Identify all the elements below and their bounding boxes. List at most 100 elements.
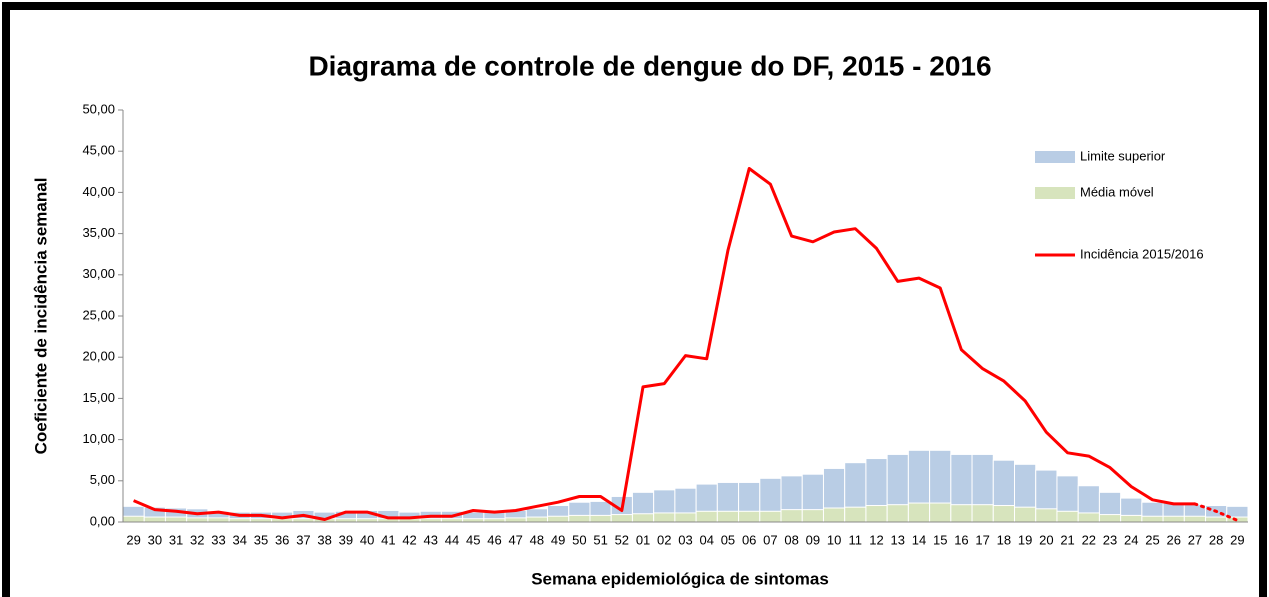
x-tick-label: 22: [1082, 532, 1096, 547]
x-tick-label: 34: [233, 532, 247, 547]
x-tick-label: 16: [954, 532, 968, 547]
x-tick-label: 45: [466, 532, 480, 547]
x-tick-label: 49: [551, 532, 565, 547]
bar: [1077, 512, 1100, 523]
bar: [1205, 516, 1228, 523]
chart-title: Diagrama de controle de dengue do DF, 20…: [308, 50, 991, 81]
bar: [568, 514, 591, 523]
x-tick-label: 12: [869, 532, 883, 547]
bar: [186, 517, 209, 523]
legend-swatch: [1035, 151, 1075, 163]
x-tick-label: 28: [1209, 532, 1223, 547]
y-tick-label: 0,00: [90, 513, 115, 528]
line-series: [1193, 502, 1239, 522]
y-tick-label: 5,00: [90, 472, 115, 487]
bar: [1183, 515, 1207, 523]
bar: [907, 502, 931, 523]
x-tick-label: 51: [593, 532, 607, 547]
bar: [1035, 508, 1058, 523]
x-axis-title: Semana epidemiológica de sintomas: [531, 569, 829, 588]
x-tick-label: 27: [1188, 532, 1202, 547]
y-tick-label: 40,00: [82, 184, 115, 199]
x-tick-label: 44: [445, 532, 459, 547]
x-tick-label: 17: [975, 532, 989, 547]
bar: [844, 506, 867, 523]
bar: [504, 517, 527, 523]
x-tick-label: 48: [530, 532, 544, 547]
legend-label: Limite superior: [1080, 148, 1166, 163]
bar: [164, 516, 188, 523]
y-tick-label: 20,00: [82, 349, 115, 364]
x-tick-label: 02: [657, 532, 671, 547]
bar: [143, 516, 166, 523]
x-tick-label: 03: [678, 532, 692, 547]
x-tick-label: 04: [699, 532, 713, 547]
x-tick-label: 41: [381, 532, 395, 547]
bar: [716, 510, 740, 523]
x-tick-label: 26: [1166, 532, 1180, 547]
x-tick-label: 33: [211, 532, 225, 547]
bar: [547, 515, 570, 523]
y-tick-label: 45,00: [82, 143, 115, 158]
bar: [1162, 515, 1185, 523]
y-tick-label: 30,00: [82, 266, 115, 281]
x-tick-label: 29: [126, 532, 140, 547]
y-tick-label: 10,00: [82, 431, 115, 446]
bar: [1014, 506, 1037, 523]
x-tick-label: 08: [784, 532, 798, 547]
bar: [822, 507, 846, 523]
x-tick-label: 13: [891, 532, 905, 547]
bar: [950, 504, 973, 523]
x-tick-label: 46: [487, 532, 501, 547]
x-tick-label: 39: [339, 532, 353, 547]
bar: [801, 509, 824, 523]
bar: [631, 513, 655, 523]
x-tick-label: 29: [1230, 532, 1244, 547]
bar: [207, 517, 230, 523]
bar: [653, 512, 676, 523]
bar: [589, 514, 612, 523]
x-tick-label: 30: [148, 532, 162, 547]
x-tick-label: 01: [636, 532, 650, 547]
legend-label: Incidência 2015/2016: [1080, 246, 1204, 261]
y-tick-label: 25,00: [82, 307, 115, 322]
legend-label: Média móvel: [1080, 184, 1154, 199]
x-tick-label: 21: [1060, 532, 1074, 547]
x-tick-label: 38: [317, 532, 331, 547]
x-tick-label: 11: [849, 532, 863, 547]
y-tick-label: 50,00: [82, 101, 115, 116]
x-tick-label: 35: [254, 532, 268, 547]
bar: [1056, 510, 1079, 523]
x-tick-label: 14: [912, 532, 926, 547]
y-axis-title: Coeficiente de incidência semanal: [31, 178, 50, 455]
x-tick-label: 19: [1018, 532, 1032, 547]
x-tick-label: 06: [742, 532, 756, 547]
line-series: [133, 167, 1195, 521]
x-tick-label: 31: [169, 532, 183, 547]
x-tick-label: 15: [933, 532, 947, 547]
x-tick-label: 37: [296, 532, 310, 547]
bar: [674, 512, 697, 523]
bar: [525, 516, 549, 523]
y-tick-label: 35,00: [82, 225, 115, 240]
bar: [122, 515, 145, 523]
x-tick-label: 36: [275, 532, 289, 547]
x-tick-label: 52: [615, 532, 629, 547]
x-tick-label: 47: [508, 532, 522, 547]
x-tick-label: 07: [763, 532, 777, 547]
x-tick-label: 43: [424, 532, 438, 547]
x-tick-label: 32: [190, 532, 204, 547]
bar: [865, 505, 888, 523]
bar: [759, 510, 782, 523]
bar: [992, 505, 1016, 523]
bar: [1120, 514, 1143, 523]
bar: [780, 509, 803, 523]
bar: [1141, 515, 1164, 523]
bar: [1098, 514, 1122, 523]
bar: [610, 514, 633, 523]
x-tick-label: 18: [997, 532, 1011, 547]
x-tick-label: 05: [721, 532, 735, 547]
x-tick-label: 24: [1124, 532, 1138, 547]
